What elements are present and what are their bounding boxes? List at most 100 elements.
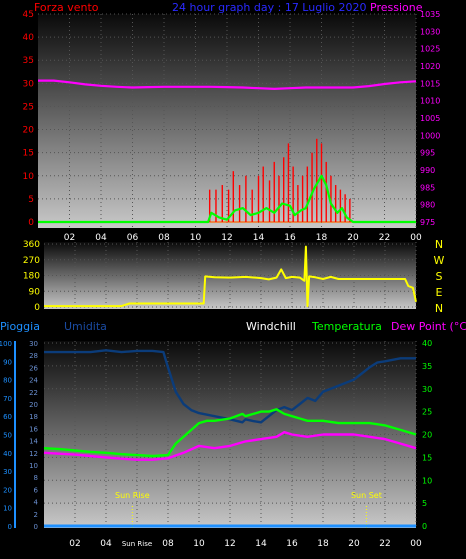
humidity-y-tick-label: 8 xyxy=(34,474,38,482)
temp-y-tick-label: 20 xyxy=(422,431,432,440)
compass-label: W xyxy=(434,254,445,267)
humidity-y-tick-label: 4 xyxy=(34,499,39,507)
wind-direction-plot-area xyxy=(44,242,416,309)
wind-axis-label: Forza vento xyxy=(34,1,99,14)
humidity-y-tick-label: 10 xyxy=(29,462,38,470)
temp-x-tick-label: 12 xyxy=(224,539,235,549)
temp-x-tick-label: 08 xyxy=(162,539,174,549)
sun-set-label: Sun Set xyxy=(351,491,382,500)
temp-y-tick-label: 5 xyxy=(422,499,427,508)
compass-label: N xyxy=(435,302,443,315)
pressure-y-tick-label: 1015 xyxy=(420,79,440,88)
humidity-y-tick-label: 20 xyxy=(29,401,38,409)
pressure-y-tick-label: 1025 xyxy=(420,45,440,54)
windchill-legend: Windchill xyxy=(246,320,296,333)
temperature-line xyxy=(43,408,417,458)
dewpoint-legend: Dew Point (°C) xyxy=(391,320,466,333)
temp-y-tick-label: 0 xyxy=(422,522,427,531)
humidity-y-tick-label: 6 xyxy=(34,486,39,494)
temp-x-tick-label: 04 xyxy=(100,539,112,549)
wind-y-tick-label: 35 xyxy=(23,56,34,66)
wind-x-tick-label: 12 xyxy=(221,233,232,243)
temperature-legend: Temperatura xyxy=(311,320,382,333)
temp-y-tick-label: 25 xyxy=(422,408,432,417)
wind-x-tick-label: 10 xyxy=(190,233,202,243)
pressure-axis-label: Pressione xyxy=(370,1,423,14)
humidity-y-tick-label: 24 xyxy=(29,377,38,385)
humidity-y-tick-label: 16 xyxy=(29,425,38,433)
rain-y-tick-label: 100 xyxy=(0,340,12,348)
compass-label: E xyxy=(436,286,443,299)
temperature-humidity-grid xyxy=(14,341,417,528)
wind-y-tick-label: 20 xyxy=(23,126,35,136)
direction-y-tick-label: 270 xyxy=(23,256,40,266)
temp-x-tick-label: 16 xyxy=(286,539,298,549)
wind-x-tick-label: 20 xyxy=(347,233,359,243)
temp-y-tick-label: 10 xyxy=(422,476,432,485)
wind-y-tick-label: 10 xyxy=(23,172,35,182)
rain-y-tick-label: 0 xyxy=(8,523,12,531)
temp-x-tick-label: 14 xyxy=(255,539,267,549)
pressure-y-tick-label: 1020 xyxy=(420,62,440,71)
direction-y-tick-label: 360 xyxy=(23,240,40,250)
rain-y-tick-label: 10 xyxy=(3,505,12,513)
wind-pressure-marks xyxy=(38,79,417,224)
wind-x-tick-label: 06 xyxy=(127,233,139,243)
humidity-axis-label: Umidita xyxy=(64,320,107,333)
wind-x-tick-label: 04 xyxy=(95,233,107,243)
humidity-y-tick-label: 0 xyxy=(34,523,38,531)
wind-y-tick-label: 25 xyxy=(23,102,34,112)
temperature-humidity-marks xyxy=(43,349,417,528)
rain-y-tick-label: 80 xyxy=(3,377,12,385)
temp-x-tick-label: 00 xyxy=(410,539,422,549)
wind-y-tick-label: 15 xyxy=(23,149,34,159)
wind-y-tick-label: 0 xyxy=(28,218,34,228)
temp-x-tick-label: 22 xyxy=(379,539,390,549)
wind-x-tick-label: 18 xyxy=(316,233,328,243)
wind-x-tick-label: 08 xyxy=(158,233,170,243)
humidity-y-tick-label: 14 xyxy=(29,438,38,446)
wind-pressure-plot-area xyxy=(38,14,416,228)
compass-label: N xyxy=(435,238,443,251)
temp-x-tick-label: 02 xyxy=(69,539,80,549)
wind-direction-marks xyxy=(44,245,417,308)
temp-y-tick-label: 35 xyxy=(422,362,432,371)
temperature-humidity-panel: 02 04 Sun Rise 08 10 12 14 16 18 20 22 000510152025… xyxy=(0,320,466,549)
pressure-y-tick-label: 975 xyxy=(420,218,435,227)
temp-y-tick-label: 30 xyxy=(422,385,432,394)
wind-y-tick-label: 40 xyxy=(23,33,35,43)
pressure-y-tick-label: 990 xyxy=(420,166,435,175)
direction-y-tick-label: 180 xyxy=(23,272,40,282)
temp-y-tick-label: 15 xyxy=(422,453,432,462)
pressure-y-tick-label: 1005 xyxy=(420,114,440,123)
wind-x-tick-label: 02 xyxy=(64,233,75,243)
chart-title: 24 hour graph day : 17 Luglio 2020 xyxy=(172,1,367,14)
temp-x-tick-label: Sun Rise xyxy=(122,540,152,548)
pressure-y-tick-label: 1035 xyxy=(420,10,440,19)
pressure-y-tick-label: 995 xyxy=(420,149,435,158)
pressure-line xyxy=(38,79,417,91)
rain-y-tick-label: 30 xyxy=(3,468,12,476)
humidity-y-tick-label: 28 xyxy=(29,352,38,360)
dewpoint-line xyxy=(43,431,417,461)
humidity-y-tick-label: 18 xyxy=(29,413,38,421)
pressure-y-tick-label: 985 xyxy=(420,183,435,192)
wind-x-tick-label: 16 xyxy=(284,233,296,243)
sun-rise-label: Sun Rise xyxy=(115,491,150,500)
direction-line xyxy=(44,245,417,308)
wind-x-tick-label: 14 xyxy=(253,233,265,243)
wind-y-tick-label: 5 xyxy=(28,195,34,205)
direction-y-tick-label: 90 xyxy=(29,287,41,297)
temp-x-tick-label: 18 xyxy=(317,539,329,549)
pressure-y-tick-label: 980 xyxy=(420,201,435,210)
rain-y-tick-label: 60 xyxy=(3,413,12,421)
temperature-humidity-ticks: 02 04 Sun Rise 08 10 12 14 16 18 20 22 000510152025… xyxy=(0,339,432,549)
compass-label: S xyxy=(436,270,443,283)
rain-y-tick-label: 50 xyxy=(3,432,12,440)
pressure-y-tick-label: 1010 xyxy=(420,97,440,106)
direction-y-tick-label: 0 xyxy=(34,303,40,313)
